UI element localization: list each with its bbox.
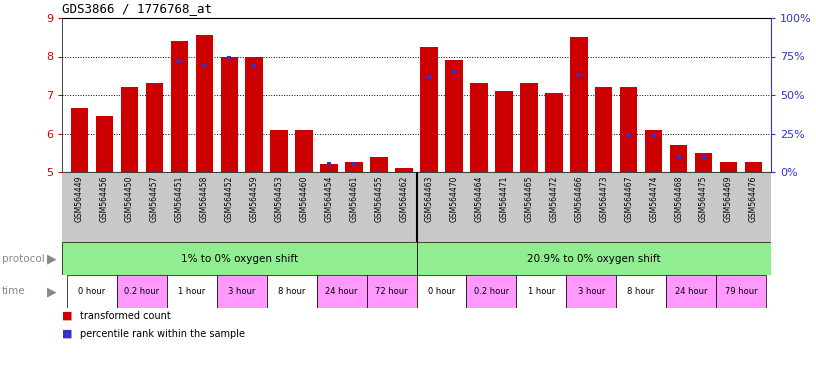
- Bar: [517, 275, 566, 308]
- Bar: [370, 157, 388, 172]
- Bar: [62, 242, 416, 275]
- Text: GSM564461: GSM564461: [349, 175, 358, 222]
- Bar: [620, 87, 637, 172]
- Bar: [670, 145, 687, 172]
- Bar: [95, 116, 113, 172]
- Text: ▶: ▶: [47, 252, 57, 265]
- Text: GSM564454: GSM564454: [325, 175, 334, 222]
- Text: 1 hour: 1 hour: [528, 287, 555, 296]
- Text: 8 hour: 8 hour: [628, 287, 655, 296]
- Text: GSM564456: GSM564456: [100, 175, 109, 222]
- Text: GSM564474: GSM564474: [650, 175, 659, 222]
- Text: 20.9% to 0% oxygen shift: 20.9% to 0% oxygen shift: [527, 253, 661, 263]
- Bar: [446, 60, 463, 172]
- Text: GSM564473: GSM564473: [599, 175, 608, 222]
- Text: GSM564452: GSM564452: [224, 175, 233, 222]
- Bar: [720, 162, 738, 172]
- Bar: [220, 56, 238, 172]
- Text: GSM564453: GSM564453: [275, 175, 284, 222]
- Bar: [270, 130, 288, 172]
- Text: 0 hour: 0 hour: [428, 287, 455, 296]
- Text: GSM564475: GSM564475: [699, 175, 708, 222]
- Text: percentile rank within the sample: percentile rank within the sample: [80, 329, 245, 339]
- Text: GDS3866 / 1776768_at: GDS3866 / 1776768_at: [62, 2, 212, 15]
- Bar: [566, 275, 616, 308]
- Text: GSM564464: GSM564464: [474, 175, 483, 222]
- Text: GSM564455: GSM564455: [375, 175, 384, 222]
- Text: 0 hour: 0 hour: [78, 287, 105, 296]
- Text: ▶: ▶: [47, 285, 57, 298]
- Text: 0.2 hour: 0.2 hour: [124, 287, 159, 296]
- Text: GSM564470: GSM564470: [450, 175, 459, 222]
- Bar: [695, 153, 712, 172]
- Text: 1% to 0% oxygen shift: 1% to 0% oxygen shift: [180, 253, 298, 263]
- Bar: [145, 83, 163, 172]
- Bar: [166, 275, 217, 308]
- Bar: [520, 83, 538, 172]
- Text: GSM564449: GSM564449: [75, 175, 84, 222]
- Bar: [217, 275, 267, 308]
- Bar: [71, 108, 88, 172]
- Bar: [716, 275, 766, 308]
- Text: GSM564465: GSM564465: [525, 175, 534, 222]
- Bar: [317, 275, 366, 308]
- Bar: [420, 47, 437, 172]
- Bar: [171, 41, 188, 172]
- Text: ■: ■: [62, 329, 73, 339]
- Bar: [366, 275, 416, 308]
- Text: 1 hour: 1 hour: [178, 287, 206, 296]
- Text: GSM564460: GSM564460: [299, 175, 308, 222]
- Text: GSM564467: GSM564467: [624, 175, 633, 222]
- Bar: [416, 242, 771, 275]
- Text: GSM564476: GSM564476: [749, 175, 758, 222]
- Text: GSM564471: GSM564471: [499, 175, 508, 222]
- Bar: [121, 87, 138, 172]
- Bar: [467, 275, 517, 308]
- Text: 3 hour: 3 hour: [228, 287, 255, 296]
- Text: GSM564466: GSM564466: [574, 175, 583, 222]
- Text: 3 hour: 3 hour: [578, 287, 605, 296]
- Text: 8 hour: 8 hour: [278, 287, 305, 296]
- Bar: [117, 275, 166, 308]
- Bar: [196, 35, 213, 172]
- Bar: [595, 87, 613, 172]
- Bar: [267, 275, 317, 308]
- Bar: [345, 162, 363, 172]
- Text: 0.2 hour: 0.2 hour: [474, 287, 509, 296]
- Bar: [67, 275, 117, 308]
- Bar: [295, 130, 313, 172]
- Bar: [246, 56, 263, 172]
- Bar: [616, 275, 666, 308]
- Text: GSM564458: GSM564458: [200, 175, 209, 222]
- Text: 72 hour: 72 hour: [375, 287, 408, 296]
- Text: 24 hour: 24 hour: [675, 287, 707, 296]
- Text: transformed count: transformed count: [80, 311, 171, 321]
- Text: GSM564459: GSM564459: [250, 175, 259, 222]
- Bar: [416, 275, 467, 308]
- Bar: [666, 275, 716, 308]
- Text: time: time: [2, 286, 25, 296]
- Text: GSM564468: GSM564468: [674, 175, 683, 222]
- Bar: [321, 164, 338, 172]
- Bar: [645, 130, 663, 172]
- Text: GSM564469: GSM564469: [724, 175, 733, 222]
- Text: 24 hour: 24 hour: [326, 287, 358, 296]
- Text: GSM564457: GSM564457: [150, 175, 159, 222]
- Text: GSM564450: GSM564450: [125, 175, 134, 222]
- Bar: [495, 91, 512, 172]
- Text: GSM564472: GSM564472: [549, 175, 558, 222]
- Text: GSM564462: GSM564462: [400, 175, 409, 222]
- Text: GSM564463: GSM564463: [424, 175, 433, 222]
- Bar: [470, 83, 488, 172]
- Text: protocol: protocol: [2, 253, 44, 263]
- Text: ■: ■: [62, 311, 73, 321]
- Bar: [745, 162, 762, 172]
- Bar: [570, 37, 588, 172]
- Text: GSM564451: GSM564451: [175, 175, 184, 222]
- Bar: [395, 168, 413, 172]
- Text: 79 hour: 79 hour: [725, 287, 757, 296]
- Bar: [545, 93, 562, 172]
